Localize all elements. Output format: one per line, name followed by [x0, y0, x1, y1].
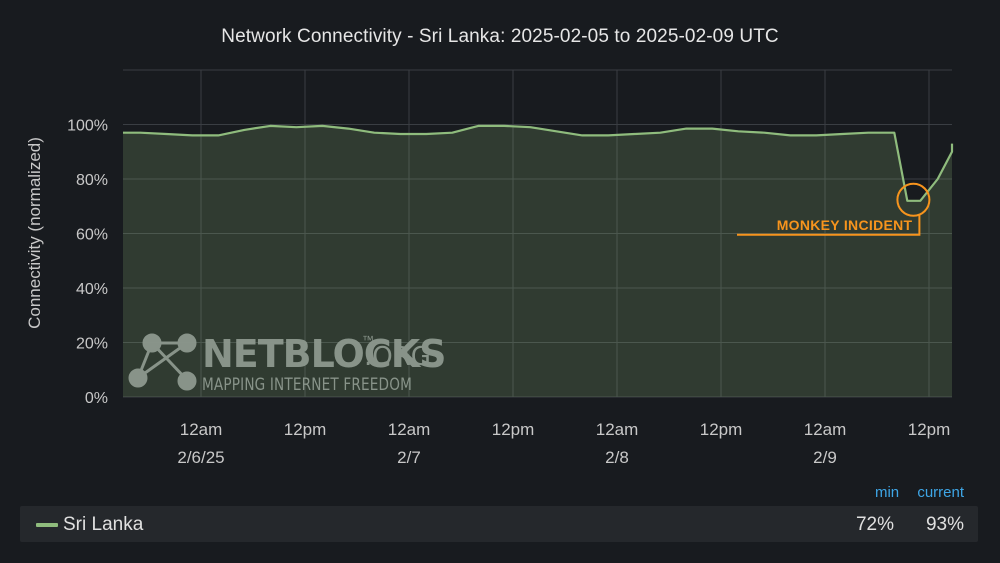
y-tick-label-4: 80% — [76, 172, 108, 189]
legend-min-value: 72% — [855, 514, 894, 535]
x-tick-label-6: 12am — [804, 420, 847, 439]
grid — [123, 69, 952, 398]
legend-col-current[interactable]: current — [917, 484, 964, 501]
watermark-suffix: .ORG — [364, 342, 431, 372]
legend-current-value: 93% — [925, 514, 964, 535]
annotation-leader-line — [737, 214, 921, 236]
chart-title: Network Connectivity - Sri Lanka: 2025-0… — [221, 26, 779, 47]
x-tick-label-5: 12pm — [700, 420, 743, 439]
x-tick-label-2: 12am — [388, 420, 431, 439]
annotation-circle — [896, 182, 931, 217]
series-area-0 — [123, 125, 952, 398]
y-tick-label-1: 20% — [76, 336, 108, 353]
y-tick-label-5: 100% — [67, 118, 108, 135]
chart-svg: 0% 20% 40% 60% 80% 100% 12am 2/6/25 12pm 12am 2/7… — [25, 69, 954, 467]
annotation-monkey-incident: MONKEY INCIDENT — [737, 182, 931, 236]
y-tick-label-3: 60% — [76, 227, 108, 244]
legend-row-sri-lanka[interactable]: Sri Lanka 72% 93% — [20, 506, 978, 542]
series-line-0 — [123, 124, 954, 202]
netblocks-watermark: NETBLOCKS ™ .ORG MAPPING INTERNET FREEDO… — [128, 332, 447, 395]
y-axis-label: Connectivity (normalized) — [25, 137, 44, 329]
y-tick-label-0: 0% — [85, 390, 108, 407]
y-tick-label-2: 40% — [76, 281, 108, 298]
annotation-label: MONKEY INCIDENT — [777, 217, 913, 233]
x-tick-label-0: 12am — [180, 420, 223, 439]
legend-col-min[interactable]: min — [874, 484, 900, 501]
watermark-brand: NETBLOCKS — [202, 332, 446, 376]
x-tick-labels: 12am 2/6/25 12pm 12am 2/7 12pm 12am 2/8 12pm 12am… — [177, 420, 950, 467]
x-tick-label-4: 12am — [596, 420, 639, 439]
watermark-tm: ™ — [362, 333, 374, 347]
netblocks-logo-icon — [128, 333, 197, 391]
legend-header: min current — [861, 484, 964, 501]
y-tick-labels: 0% 20% 40% 60% 80% 100% — [67, 118, 108, 408]
x-tick-label-7: 12pm — [908, 420, 951, 439]
x-tick-date-0: 2/6/25 — [177, 448, 224, 467]
legend-swatch — [36, 523, 58, 527]
x-tick-label-1: 12pm — [284, 420, 327, 439]
x-tick-date-4: 2/8 — [605, 448, 629, 467]
x-tick-date-2: 2/7 — [397, 448, 421, 467]
x-tick-label-3: 12pm — [492, 420, 535, 439]
series-layer — [123, 124, 954, 398]
x-tick-date-6: 2/9 — [813, 448, 837, 467]
watermark-tagline: MAPPING INTERNET FREEDOM — [202, 375, 412, 395]
legend-series-name[interactable]: Sri Lanka — [63, 514, 144, 535]
